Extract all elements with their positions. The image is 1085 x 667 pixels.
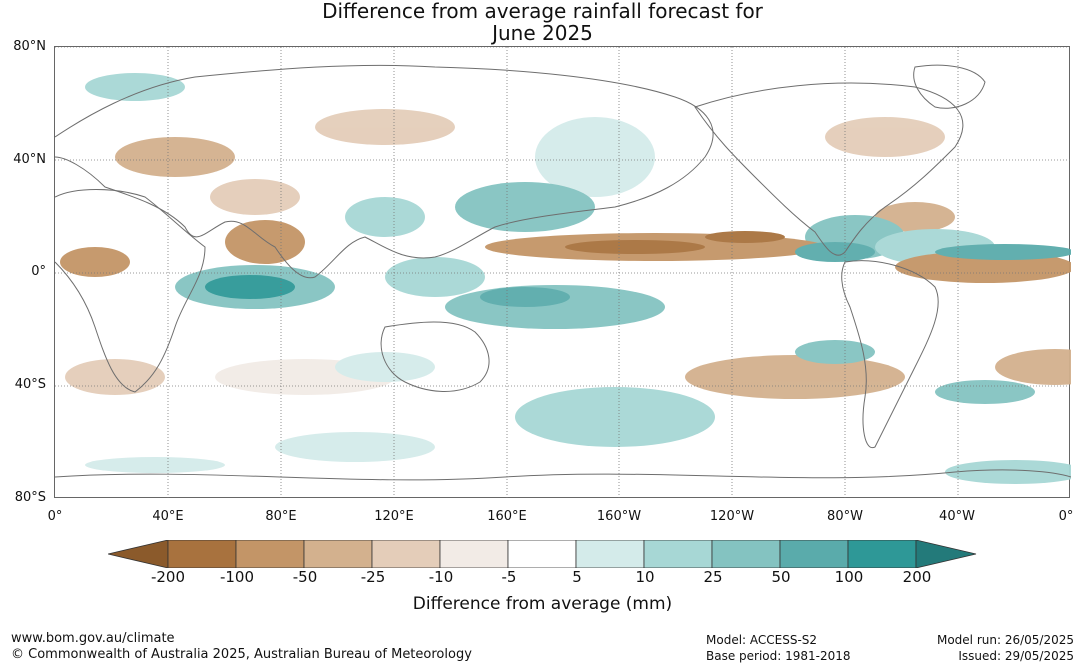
anomaly-wet-maritime-continent — [385, 257, 485, 297]
map-subtitle: June 2025 — [492, 21, 593, 45]
south-america-outline — [841, 260, 939, 449]
lon-label-0-right: 0° — [1058, 509, 1074, 524]
rainfall-anomaly-map — [54, 46, 1071, 499]
footer-base-period: Base period: 1981-2018 — [706, 649, 851, 663]
colorbar-tick-label: 50 — [771, 568, 791, 586]
footer-model: Model: ACCESS-S2 — [706, 633, 818, 647]
colorbar-tick-label: -50 — [292, 568, 318, 586]
anomaly-dry-central-pacific-core — [565, 240, 705, 254]
antarctica-outline — [55, 469, 1071, 481]
lat-label-80n: 80°N — [13, 39, 46, 54]
colorbar-swatch — [575, 540, 645, 568]
africa-outline — [55, 189, 206, 393]
colorbar-swatch — [439, 540, 509, 568]
colorbar-tick-label: 25 — [703, 568, 723, 586]
lon-label-120e: 120°E — [374, 509, 414, 524]
coastlines — [55, 64, 1071, 481]
anomaly-wet-northwest-pacific — [455, 182, 595, 232]
lon-label-0-left: 0° — [47, 509, 63, 524]
footer-url[interactable]: www.bom.gov.au/climate — [11, 631, 175, 646]
lon-label-80e: 80°E — [265, 509, 297, 524]
lat-label-40s: 40°S — [14, 377, 46, 392]
map-canvas — [55, 47, 1071, 499]
map-title: Difference from average rainfall forecas… — [322, 0, 763, 23]
graticule — [55, 47, 1071, 499]
lon-label-40e: 40°E — [152, 509, 184, 524]
lon-label-80w: 80°W — [827, 509, 863, 524]
lat-label-80s: 80°S — [14, 490, 46, 505]
colorbar-tick-label: -25 — [360, 568, 386, 586]
anomaly-wet-southern-ocean-indian — [275, 432, 435, 462]
anomaly-wet-spcz-core — [480, 287, 570, 307]
footer-model-run: Model run: 26/05/2025 — [936, 633, 1074, 647]
anomaly-dry-south-atlantic — [995, 349, 1071, 385]
colorbar-tick-label: -200 — [150, 568, 186, 586]
lat-label-40n: 40°N — [13, 152, 46, 167]
anomaly-dry-north-atlantic — [825, 117, 945, 157]
anomaly-wet-east-asia — [345, 197, 425, 237]
lon-label-40w: 40°W — [939, 509, 975, 524]
north-america-outline — [694, 82, 964, 256]
colorbar-swatch — [779, 540, 849, 568]
anomaly-dry-west-africa — [60, 247, 130, 277]
colorbar-arrow-high — [915, 540, 977, 568]
footer-issued: Issued: 29/05/2025 — [958, 649, 1074, 663]
colorbar-swatch — [303, 540, 373, 568]
anomaly-dry-eurasia-west — [115, 137, 235, 177]
lon-label-120w: 120°W — [709, 509, 755, 524]
anomaly-wet-east-pacific-itcz — [795, 242, 875, 262]
colorbar-tick-label: -100 — [219, 568, 255, 586]
anomaly-dry-central-asia — [210, 179, 300, 215]
anomaly-wet-arctic-west — [85, 73, 185, 101]
anomaly-dry-arabian-sea — [225, 220, 305, 264]
lat-label-equator: 0° — [31, 264, 46, 279]
anomaly-dry-siberia — [315, 109, 455, 145]
colorbar-swatch — [167, 540, 237, 568]
colorbar-swatch — [711, 540, 781, 568]
colorbar-swatch — [643, 540, 713, 568]
anomaly-wet-atlantic-itcz — [935, 244, 1071, 260]
anomaly-wet-southern-ocean-pacific — [515, 387, 715, 447]
footer-copyright: © Commonwealth of Australia 2025, Austra… — [11, 647, 472, 662]
anomaly-dry-southeast-pacific — [685, 355, 905, 399]
colorbar-tick-label: 5 — [572, 568, 582, 586]
anomaly-wet-antarctic-africa — [85, 457, 225, 473]
anomaly-wet-south-atlantic — [935, 380, 1035, 404]
colorbar-tick-label: 10 — [635, 568, 655, 586]
anomaly-wet-north-pacific — [535, 117, 655, 197]
colorbar-swatch — [507, 540, 577, 568]
colorbar-title: Difference from average (mm) — [412, 594, 673, 614]
greenland-outline — [913, 64, 986, 109]
colorbar-tick-label: -5 — [501, 568, 517, 586]
colorbar-swatch — [847, 540, 917, 568]
eurasia-outline — [55, 64, 714, 279]
anomaly-shading — [60, 73, 1071, 484]
anomaly-wet-south-australia — [335, 352, 435, 382]
colorbar-arrow-low — [108, 540, 169, 568]
colorbar — [108, 540, 977, 568]
australia-outline — [380, 321, 490, 392]
colorbar-swatch — [371, 540, 441, 568]
colorbar-tick-label: 100 — [834, 568, 864, 586]
lon-label-160w: 160°W — [596, 509, 642, 524]
colorbar-tick-label: -10 — [428, 568, 454, 586]
colorbar-swatch — [235, 540, 305, 568]
colorbar-tick-label: 200 — [902, 568, 932, 586]
anomaly-wet-subtropical-pacific — [795, 340, 875, 364]
anomaly-dry-east-pacific-core — [705, 231, 785, 243]
lon-label-160e: 160°E — [487, 509, 527, 524]
anomaly-wet-indian-ocean-core — [205, 275, 295, 299]
anomaly-wet-antarctic-atlantic — [945, 460, 1071, 484]
